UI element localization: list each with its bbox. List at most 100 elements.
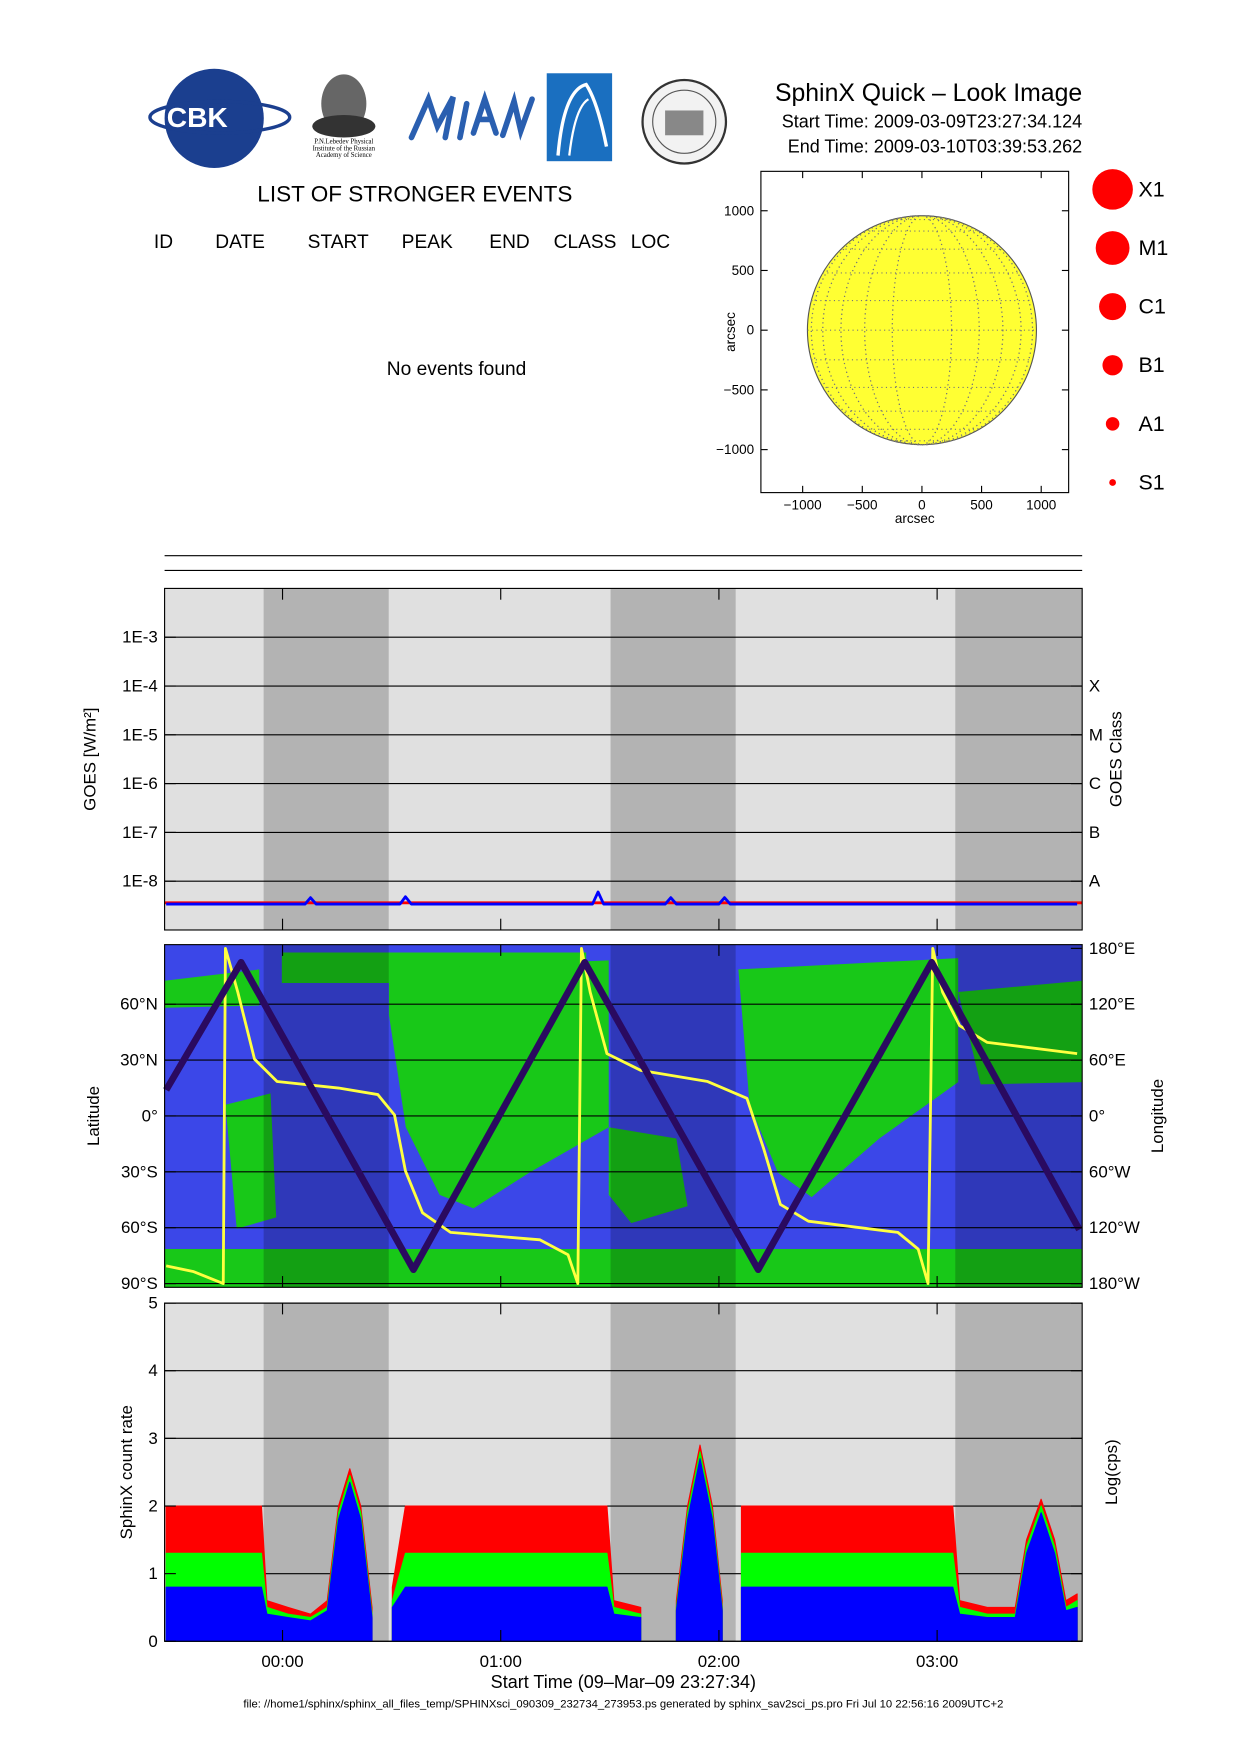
- y2-axis-label: Log(cps): [1102, 1439, 1121, 1505]
- data-line: [165, 946, 1078, 1286]
- y-tick-label: 1E-6: [122, 774, 158, 793]
- panel: −1000 −500 0 500 1000 −1000 −500 0 500 1000 arcsec…: [716, 170, 1070, 526]
- flare-class-label: A1: [1139, 412, 1165, 436]
- disk-grid: [840, 215, 1004, 446]
- y2-tick-label: C: [1089, 774, 1101, 793]
- panel: 90°S 60°S 30°S 0° 30°N 60°N 180°W 120°W 60°W 0° 60…: [84, 939, 1167, 1293]
- x-tick-label: 02:00: [698, 1652, 740, 1671]
- data-line: [163, 958, 1083, 1274]
- panel: 1E-3 1E-4 1E-5 1E-6 1E-7 1E-8 A B C M X GOES [W/m²]…: [81, 587, 1125, 931]
- x-tick-label: 0: [918, 498, 926, 513]
- y-tick-label: 5: [148, 1294, 157, 1313]
- y-tick-label: 1000: [724, 203, 754, 218]
- events-column: PEAK: [402, 232, 453, 253]
- flare-class-label: M1: [1139, 236, 1169, 260]
- y2-axis-label: Longitude: [1148, 1079, 1167, 1153]
- x-tick-label: 1000: [1026, 498, 1056, 513]
- y-tick-label: 3: [148, 1429, 157, 1448]
- y-tick-label: 2: [148, 1497, 157, 1516]
- y-tick-label: 30°S: [121, 1162, 158, 1181]
- cbk-text: CBK: [167, 101, 229, 133]
- lebedev-text: P.N.Lebedev Physical: [314, 139, 373, 146]
- y-tick-label: 1E-4: [122, 677, 158, 696]
- y-tick-label: −500: [724, 382, 754, 397]
- eclipse-band: [263, 588, 389, 930]
- count-rate-area: [165, 1458, 1078, 1642]
- y-tick-label: 1E-5: [122, 725, 158, 744]
- seal-logo: [641, 78, 728, 165]
- y-axis-label: Latitude: [84, 1086, 103, 1146]
- cbk-disc: [164, 68, 264, 168]
- events-column: LOC: [631, 232, 671, 253]
- plot-frame: [164, 587, 1083, 931]
- events-column: END: [489, 232, 529, 253]
- y-axis-label: GOES [W/m²]: [81, 708, 100, 811]
- y2-tick-label: 60°E: [1089, 1051, 1126, 1070]
- data-line: [166, 890, 1078, 906]
- lebedev-logo: P.N.Lebedev Physical Institute of the Ru…: [312, 74, 376, 159]
- y2-tick-label: B: [1089, 823, 1100, 842]
- y-axis-label: arcsec: [723, 312, 738, 352]
- y2-tick-label: 120°E: [1089, 995, 1135, 1014]
- disk-grid: [891, 215, 953, 446]
- y2-tick-label: 180°W: [1089, 1274, 1140, 1293]
- y-tick-label: 90°S: [121, 1274, 158, 1293]
- y-tick-label: 0°: [142, 1106, 158, 1125]
- y-tick-label: 1E-3: [122, 628, 158, 647]
- plot-frame: [164, 1302, 1083, 1642]
- flare-class-label: C1: [1139, 295, 1166, 319]
- page-title: SphinX Quick – Look Image: [775, 80, 1082, 107]
- map-region: [608, 1127, 688, 1224]
- space-logo-arc: [556, 82, 609, 156]
- y-tick-label: 500: [732, 263, 755, 278]
- mifi-stroke: [499, 91, 535, 141]
- x-axis-label: arcsec: [895, 511, 935, 526]
- flare-class-symbol: [1105, 417, 1120, 431]
- y-tick-label: 0: [148, 1632, 157, 1651]
- start-time: Start Time: 2009-03-09T23:27:34.124: [782, 112, 1082, 132]
- events-column: START: [308, 232, 369, 253]
- x-tick-label: −500: [847, 498, 877, 513]
- lebedev-text: Academy of Science: [316, 152, 372, 159]
- y-tick-label: 0: [747, 323, 755, 338]
- lebedev-text: Institute of the Russian: [313, 145, 376, 152]
- events-column: ID: [154, 232, 173, 253]
- space-logo-arc: [568, 98, 590, 156]
- plot-frame: [760, 170, 1070, 494]
- y-tick-label: 60°N: [120, 995, 158, 1014]
- y2-tick-label: 60°W: [1089, 1162, 1131, 1181]
- y2-axis-label: GOES Class: [1106, 711, 1125, 807]
- flare-class-symbol: [1109, 479, 1116, 486]
- flare-class-symbol: [1092, 169, 1133, 210]
- y2-tick-label: 120°W: [1089, 1218, 1140, 1237]
- x-axis-label: Start Time (09–Mar–09 23:27:34): [491, 1672, 756, 1692]
- flare-class-label: S1: [1139, 470, 1165, 494]
- flare-class-label: B1: [1139, 353, 1165, 377]
- cbk-logo: CBK: [148, 68, 292, 168]
- x-tick-label: −1000: [784, 498, 822, 513]
- y2-tick-label: M: [1089, 725, 1103, 744]
- x-tick-label: 500: [970, 498, 993, 513]
- portrait-shoulders: [312, 114, 376, 138]
- events-column: CLASS: [554, 232, 617, 253]
- y2-tick-label: A: [1089, 872, 1101, 891]
- map-region: [958, 980, 1083, 1085]
- mifi-stroke: [457, 90, 499, 141]
- y-tick-label: 1E-8: [122, 872, 158, 891]
- mifi-logo: [408, 90, 535, 141]
- panel: 00:00 01:00 02:00 03:00 0 1 2 3 4 5 SphinX count r…: [117, 1294, 1121, 1692]
- y2-tick-label: X: [1089, 677, 1100, 696]
- flare-class-label: X1: [1139, 177, 1165, 201]
- y-tick-label: 1E-7: [122, 823, 158, 842]
- plot-background: [164, 588, 1083, 930]
- y-tick-label: −1000: [716, 442, 754, 457]
- space-logo: [546, 73, 613, 162]
- y2-tick-label: 0°: [1089, 1106, 1105, 1125]
- mifi-stroke: [408, 91, 456, 141]
- y-tick-label: 4: [148, 1361, 157, 1380]
- y-tick-label: 60°S: [121, 1218, 158, 1237]
- x-tick-label: 03:00: [916, 1652, 958, 1671]
- end-time: End Time: 2009-03-10T03:39:53.262: [788, 137, 1082, 157]
